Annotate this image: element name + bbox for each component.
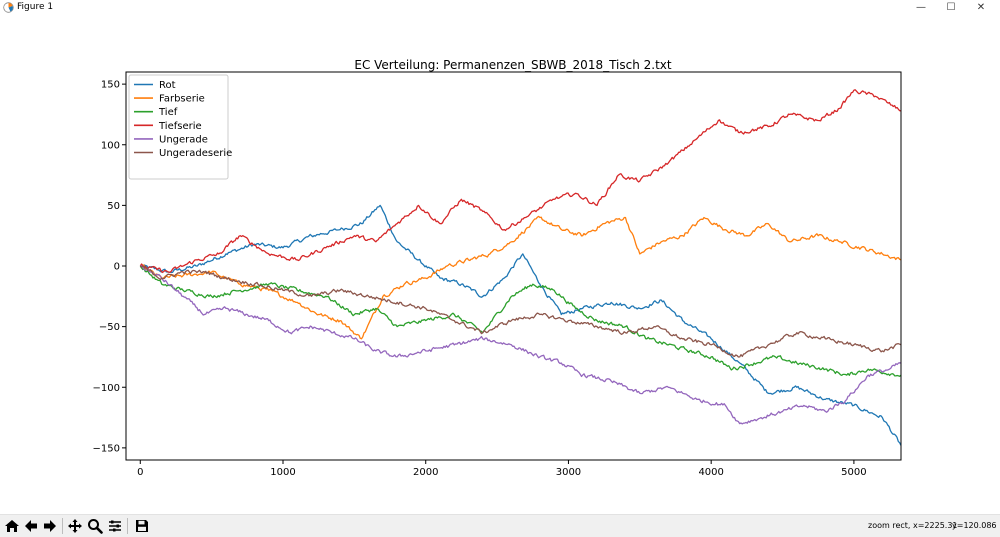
save-icon[interactable] (134, 518, 150, 534)
x-tick-label: 2000 (413, 467, 438, 478)
y-tick-label: 150 (101, 80, 120, 91)
x-tick-label: 3000 (556, 467, 581, 478)
x-tick-label: 0 (137, 467, 143, 478)
toolbar-separator (62, 518, 63, 534)
legend-label-ungerade: Ungerade (159, 134, 208, 145)
x-tick-label: 4000 (698, 467, 723, 478)
line-chart: 0 1000 2000 3000 4000 5000 −150 −100 −50 0 50 100 15… (93, 58, 902, 478)
legend-label-farbserie: Farbserie (159, 94, 205, 105)
home-icon[interactable] (4, 518, 20, 534)
close-button[interactable]: ✕ (976, 2, 986, 13)
legend-label-rot: Rot (159, 80, 176, 91)
figure-canvas[interactable]: 0 1000 2000 3000 4000 5000 −150 −100 −50 0 50 100 15… (0, 16, 1000, 514)
y-tick-label: 50 (107, 201, 120, 212)
status-y-coordinate: y=120.086 (952, 521, 997, 530)
x-tick-label: 1000 (270, 467, 295, 478)
series-line-farbserie (139, 215, 902, 340)
series-line-tiefserie (139, 89, 902, 274)
y-tick-label: −150 (93, 443, 120, 454)
status-mode-text: zoom rect, x=2225.31 (868, 521, 958, 530)
legend: Rot Farbserie Tief Tiefserie Ungerade Ungerad… (128, 74, 232, 180)
x-tick-label: 5000 (841, 467, 866, 478)
forward-icon[interactable] (42, 518, 58, 534)
zoom-icon[interactable] (87, 518, 103, 534)
legend-label-ungeradeserie: Ungeradeserie (159, 148, 232, 159)
navigation-toolbar: zoom rect, x=2225.31 y=120.086 (0, 514, 1000, 537)
maximize-button[interactable]: ☐ (946, 2, 956, 13)
y-tick-label: −50 (99, 322, 120, 333)
series-line-rot (140, 204, 902, 446)
toolbar-separator (127, 518, 128, 534)
chart-title: EC Verteilung: Permanenzen_SBWB_2018_Tis… (354, 58, 672, 72)
pan-icon[interactable] (67, 518, 83, 534)
series-line-tief (139, 265, 902, 377)
configure-subplots-icon[interactable] (107, 518, 123, 534)
legend-label-tiefserie: Tiefserie (158, 121, 202, 132)
series-line-ungeradeserie (139, 265, 902, 358)
minimize-button[interactable]: — (916, 2, 926, 13)
window-titlebar: Figure 1 — ☐ ✕ (0, 0, 1000, 17)
legend-label-tief: Tief (158, 107, 178, 118)
series-line-ungerade (140, 265, 902, 425)
matplotlib-logo-icon (3, 2, 14, 13)
y-tick-label: 100 (101, 140, 120, 151)
y-tick-label: 0 (114, 262, 120, 273)
back-icon[interactable] (23, 518, 39, 534)
y-tick-label: −100 (93, 383, 120, 394)
window-title: Figure 1 (17, 2, 54, 12)
